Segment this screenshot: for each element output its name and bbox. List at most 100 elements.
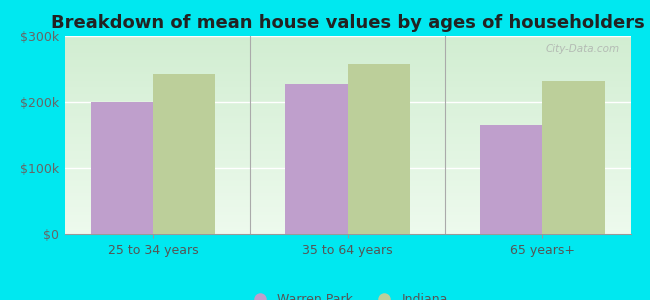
Bar bbox=[65, 224, 630, 225]
Bar bbox=[65, 209, 630, 210]
Legend: Warren Park, Indiana: Warren Park, Indiana bbox=[242, 288, 453, 300]
Bar bbox=[65, 75, 630, 76]
Bar bbox=[65, 227, 630, 228]
Bar bbox=[65, 205, 630, 206]
Bar bbox=[65, 212, 630, 213]
Bar bbox=[65, 202, 630, 203]
Bar bbox=[65, 137, 630, 138]
Bar bbox=[65, 113, 630, 114]
Bar bbox=[65, 225, 630, 226]
Bar bbox=[65, 90, 630, 92]
Bar bbox=[65, 222, 630, 223]
Bar bbox=[65, 42, 630, 43]
Bar bbox=[65, 134, 630, 135]
Bar bbox=[65, 168, 630, 169]
Bar bbox=[65, 119, 630, 120]
Bar bbox=[65, 219, 630, 220]
Bar bbox=[65, 187, 630, 188]
Bar bbox=[65, 130, 630, 131]
Bar bbox=[65, 76, 630, 78]
Bar bbox=[65, 120, 630, 121]
Bar bbox=[65, 220, 630, 221]
Bar bbox=[65, 131, 630, 132]
Bar bbox=[65, 51, 630, 52]
Bar bbox=[65, 92, 630, 93]
Bar bbox=[65, 112, 630, 113]
Bar bbox=[65, 228, 630, 229]
Bar bbox=[65, 206, 630, 207]
Bar bbox=[65, 79, 630, 80]
Bar bbox=[65, 139, 630, 140]
Bar bbox=[65, 132, 630, 133]
Bar bbox=[65, 232, 630, 233]
Bar bbox=[65, 74, 630, 75]
Bar bbox=[65, 80, 630, 82]
Bar bbox=[65, 184, 630, 185]
Bar bbox=[65, 122, 630, 123]
Bar bbox=[65, 223, 630, 224]
Bar bbox=[65, 181, 630, 182]
Bar bbox=[65, 55, 630, 56]
Bar bbox=[65, 192, 630, 194]
Bar bbox=[65, 194, 630, 195]
Bar bbox=[65, 83, 630, 85]
Bar bbox=[65, 94, 630, 95]
Bar bbox=[65, 161, 630, 162]
Bar bbox=[65, 47, 630, 48]
Bar bbox=[65, 149, 630, 150]
Bar bbox=[65, 179, 630, 181]
Bar bbox=[65, 207, 630, 208]
Bar bbox=[65, 185, 630, 187]
Bar bbox=[65, 177, 630, 178]
Bar bbox=[65, 190, 630, 191]
Bar bbox=[65, 159, 630, 160]
Bar bbox=[65, 162, 630, 163]
Bar bbox=[65, 101, 630, 102]
Bar bbox=[65, 98, 630, 99]
Bar bbox=[65, 50, 630, 51]
Bar bbox=[65, 157, 630, 158]
Bar bbox=[65, 218, 630, 219]
Bar bbox=[65, 153, 630, 154]
Bar bbox=[65, 58, 630, 59]
Bar bbox=[65, 133, 630, 134]
Bar bbox=[65, 166, 630, 167]
Bar bbox=[65, 151, 630, 152]
Bar bbox=[65, 66, 630, 67]
Bar bbox=[65, 40, 630, 41]
Bar bbox=[65, 95, 630, 96]
Bar bbox=[65, 100, 630, 101]
Bar bbox=[65, 106, 630, 107]
Bar bbox=[65, 145, 630, 146]
Bar bbox=[65, 116, 630, 117]
Bar bbox=[65, 221, 630, 222]
Bar bbox=[65, 67, 630, 68]
Bar bbox=[65, 175, 630, 176]
Bar bbox=[65, 108, 630, 109]
Bar bbox=[65, 188, 630, 190]
Bar bbox=[65, 142, 630, 143]
Bar bbox=[65, 216, 630, 217]
Bar bbox=[65, 107, 630, 108]
Bar bbox=[65, 135, 630, 136]
Bar bbox=[65, 105, 630, 106]
Bar bbox=[65, 103, 630, 104]
Bar bbox=[65, 196, 630, 197]
Bar bbox=[65, 85, 630, 86]
Bar bbox=[65, 39, 630, 40]
Bar bbox=[65, 102, 630, 103]
Bar bbox=[65, 226, 630, 227]
Bar bbox=[65, 82, 630, 83]
Bar bbox=[65, 171, 630, 172]
Bar bbox=[65, 164, 630, 165]
Bar bbox=[65, 174, 630, 175]
Bar bbox=[65, 61, 630, 62]
Bar bbox=[65, 214, 630, 215]
Bar bbox=[65, 140, 630, 141]
Bar bbox=[65, 96, 630, 98]
Bar bbox=[348, 64, 410, 234]
Bar bbox=[65, 93, 630, 94]
Bar bbox=[65, 203, 630, 204]
Bar bbox=[65, 59, 630, 60]
Bar bbox=[65, 231, 630, 232]
